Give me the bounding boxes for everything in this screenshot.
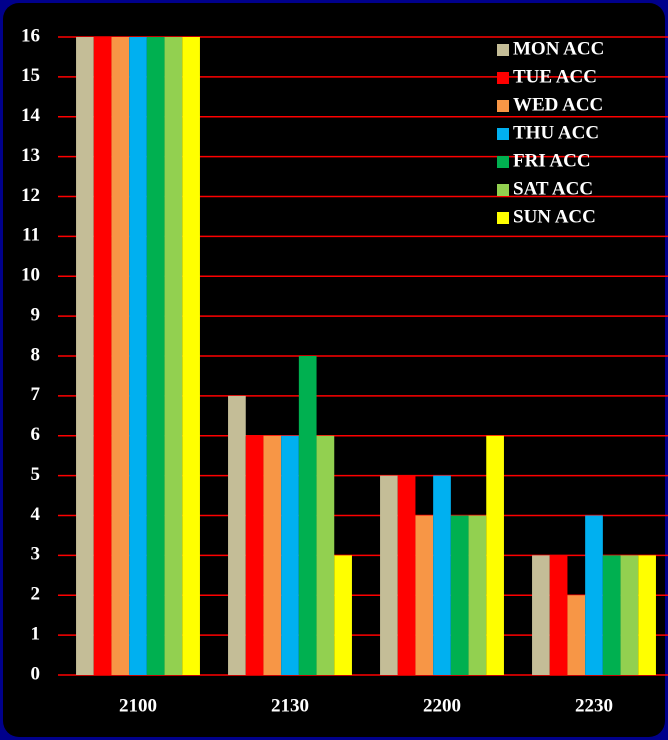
y-tick-label: 3 bbox=[31, 544, 41, 565]
legend-label: WED ACC bbox=[513, 94, 603, 115]
legend-label: SAT ACC bbox=[513, 178, 593, 199]
legend-label: FRI ACC bbox=[513, 150, 591, 171]
bar bbox=[228, 395, 246, 675]
bar bbox=[380, 475, 398, 675]
legend-swatch bbox=[497, 184, 509, 196]
bar bbox=[567, 595, 586, 675]
y-tick-label: 10 bbox=[21, 265, 40, 286]
bar bbox=[129, 37, 147, 675]
bar bbox=[164, 37, 183, 675]
y-tick-label: 16 bbox=[21, 25, 40, 46]
bar bbox=[281, 435, 299, 675]
bar bbox=[433, 475, 451, 675]
x-tick-label: 2200 bbox=[423, 695, 461, 716]
bar bbox=[532, 555, 550, 675]
bar bbox=[397, 475, 416, 675]
bar bbox=[334, 555, 352, 675]
bar bbox=[93, 37, 112, 675]
legend-label: MON ACC bbox=[513, 38, 604, 59]
legend-label: THU ACC bbox=[513, 122, 599, 143]
y-tick-label: 15 bbox=[21, 65, 40, 86]
x-tick-label: 2100 bbox=[119, 695, 157, 716]
bar bbox=[245, 435, 264, 675]
bar bbox=[450, 515, 469, 675]
y-tick-label: 6 bbox=[31, 424, 41, 445]
bar bbox=[638, 555, 656, 675]
bar bbox=[263, 435, 282, 675]
legend-swatch bbox=[497, 72, 509, 84]
bar bbox=[468, 515, 487, 675]
bar bbox=[486, 435, 504, 675]
y-tick-label: 14 bbox=[21, 105, 41, 126]
legend-swatch bbox=[497, 156, 509, 168]
y-tick-label: 1 bbox=[31, 623, 41, 644]
legend-swatch bbox=[497, 44, 509, 56]
bar bbox=[585, 515, 603, 675]
bar bbox=[602, 555, 621, 675]
legend-label: SUN ACC bbox=[513, 206, 596, 227]
legend-label: TUE ACC bbox=[513, 66, 597, 87]
y-tick-label: 0 bbox=[31, 663, 41, 684]
y-tick-label: 7 bbox=[31, 384, 41, 405]
y-tick-label: 11 bbox=[22, 225, 40, 246]
bar bbox=[111, 37, 130, 675]
y-tick-label: 5 bbox=[31, 464, 41, 485]
x-tick-label: 2230 bbox=[575, 695, 613, 716]
legend-swatch bbox=[497, 212, 509, 224]
bar bbox=[316, 435, 335, 675]
bar bbox=[620, 555, 639, 675]
legend-swatch bbox=[497, 100, 509, 112]
y-tick-label: 12 bbox=[21, 185, 40, 206]
bar bbox=[146, 37, 165, 675]
legend-swatch bbox=[497, 128, 509, 140]
bar bbox=[549, 555, 568, 675]
y-tick-label: 2 bbox=[31, 584, 41, 605]
y-tick-label: 13 bbox=[21, 145, 40, 166]
bar bbox=[76, 37, 94, 675]
y-tick-label: 9 bbox=[31, 304, 41, 325]
bar bbox=[298, 356, 317, 675]
bar bbox=[182, 37, 200, 675]
x-tick-label: 2130 bbox=[271, 695, 309, 716]
bar bbox=[415, 515, 434, 675]
y-tick-label: 8 bbox=[31, 344, 41, 365]
y-tick-label: 4 bbox=[31, 504, 41, 525]
